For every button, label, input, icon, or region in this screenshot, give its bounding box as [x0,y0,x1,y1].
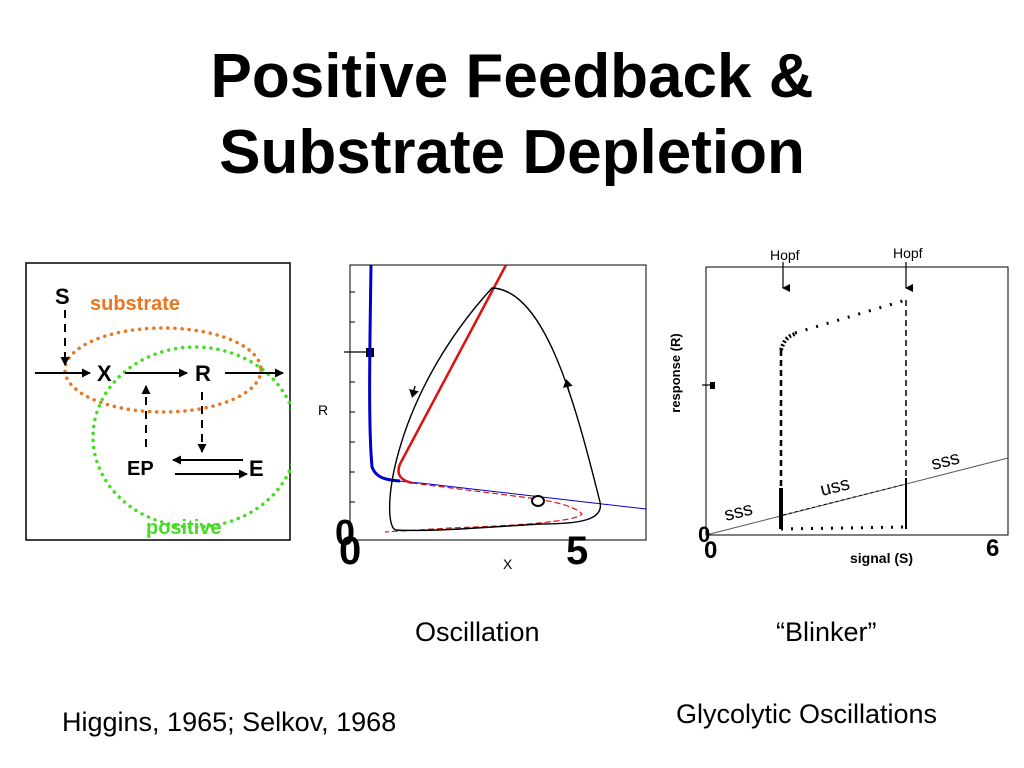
steady-state-line [705,457,1009,536]
substrate-ellipse [63,326,263,414]
bifurcation-x-label: signal (S) [850,550,913,566]
upper-branch [794,298,907,335]
bifurcation-tick-y0: 0 [698,522,710,547]
title-line-2: Substrate Depletion [219,118,805,187]
phase-x-label: X [503,556,513,572]
title-line-1: Positive Feedback & [210,42,814,111]
caption-glycolytic: Glycolytic Oscillations [676,699,938,729]
phase-y-axis-label: R [318,402,329,418]
bifurcation-tick-x-end: 6 [986,535,999,562]
cycle-arrow-left [409,385,419,398]
upper-branch-curve [779,332,796,351]
phase-plot-frame [349,264,647,541]
phase-tick-x1: 5 [566,529,588,573]
phase-tick-y0: 0 [335,512,355,553]
caption-blinker: “Blinker” [776,617,877,647]
bifurcation-frame [705,266,1009,536]
sss-left-label: sss [722,499,755,526]
x-nullcline-thin [369,264,647,510]
node-x: X [97,361,112,386]
phase-y-ticks [350,291,355,503]
uss-label: uss [818,473,852,501]
bifurcation-marker-square [710,382,715,389]
x-nullcline [368,264,401,483]
node-r: R [195,361,211,386]
diagram-frame [25,262,291,541]
phase-tick-x0: 0 [339,529,361,573]
node-e: E [249,456,264,481]
feedback-network-diagram: S substrate X R EP E positive [25,262,291,541]
bifurcation-tick-x0: 0 [704,537,717,564]
steady-state-circle [531,495,545,507]
bifurcation-plot: Hopf Hopf response (R) sss uss sss 0 0 6… [668,245,1009,566]
r-nullcline [397,264,508,485]
node-ep: EP [127,458,154,480]
lower-branch [780,525,907,531]
phase-plane-plot: 0 0 5 X R [335,264,647,573]
bifurcation-y-label: response (R) [668,333,683,412]
substrate-label: substrate [90,293,180,315]
hopf-right-label: Hopf [893,245,923,261]
hopf-left-label: Hopf [770,247,800,263]
positive-label: positive [146,517,222,539]
node-s: S [55,284,70,309]
citation: Higgins, 1965; Selkov, 1968 [62,707,397,737]
cycle-arrow-right [562,379,573,393]
positive-ellipse [91,345,291,529]
caption-oscillation: Oscillation [415,617,540,647]
